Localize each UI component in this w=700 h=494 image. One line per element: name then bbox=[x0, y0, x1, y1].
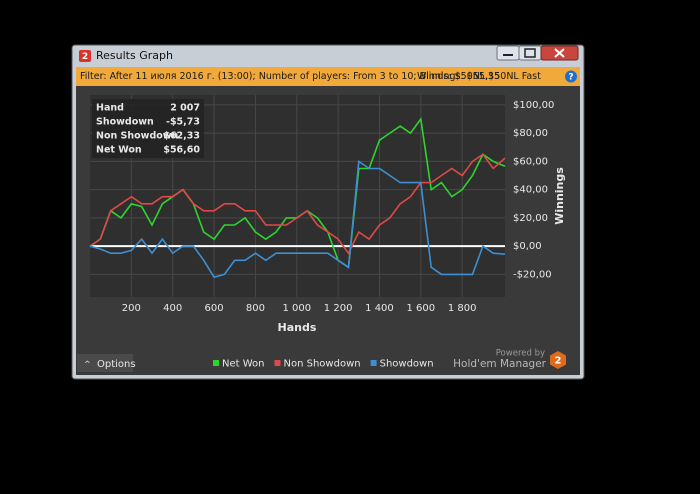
logo-text: 2 bbox=[555, 356, 562, 367]
y-tick-label: $0,00 bbox=[513, 241, 542, 252]
tooltip-rows: Hand 2 007 Showdown -$5,73 Non Showdown$62,3… bbox=[96, 103, 200, 156]
tooltip-value: $62,33 bbox=[163, 131, 200, 142]
x-tick-label: 1 800 bbox=[448, 303, 477, 314]
x-axis-label: Hands bbox=[278, 321, 317, 334]
filter-bar bbox=[76, 67, 580, 86]
y-tick-label: $100,00 bbox=[513, 100, 554, 111]
y-axis-label: Winnings bbox=[553, 167, 566, 225]
x-tick-label: 1 000 bbox=[282, 303, 311, 314]
x-tick-label: 800 bbox=[246, 303, 265, 314]
help-button[interactable] bbox=[565, 70, 577, 83]
y-tick-label: $40,00 bbox=[513, 185, 548, 196]
legend-swatch bbox=[213, 360, 219, 366]
x-tick-label: 600 bbox=[205, 303, 224, 314]
options-caret: ^ bbox=[84, 360, 91, 369]
tooltip-label: Net Won bbox=[96, 145, 142, 156]
legend-label: Net Won bbox=[222, 359, 265, 370]
series-line bbox=[89, 159, 506, 279]
filter-text: Filter: After 11 июля 2016 г. (13:00); N… bbox=[80, 71, 541, 82]
options-button[interactable] bbox=[77, 354, 133, 372]
tooltip-label: Hand bbox=[96, 103, 124, 114]
x-tick-label: 1 200 bbox=[324, 303, 353, 314]
powered-by: Powered by bbox=[496, 349, 545, 359]
x-tick-label: 400 bbox=[163, 303, 182, 314]
legend-swatch bbox=[370, 360, 377, 366]
product-name: Hold'em Manager bbox=[453, 358, 547, 370]
legend-label: Non Showdown bbox=[284, 359, 361, 370]
maximize-button[interactable] bbox=[518, 45, 542, 61]
y-tick-label: -$20,00 bbox=[513, 269, 552, 280]
series-line bbox=[89, 153, 506, 255]
x-tick-label: 200 bbox=[122, 303, 141, 314]
minimize-button[interactable] bbox=[496, 45, 520, 61]
app-icon bbox=[79, 50, 91, 62]
x-tick-label: 1 600 bbox=[407, 303, 436, 314]
y-tick-label: $20,00 bbox=[513, 213, 548, 224]
app-icon-text: 2 bbox=[82, 52, 88, 62]
legend-label: Showdown bbox=[380, 359, 434, 370]
legend: Net Won Non Showdown Showdown bbox=[213, 359, 434, 370]
logo bbox=[550, 351, 566, 369]
filter-winnings: Winnings: $55,35 bbox=[417, 71, 500, 82]
x-tick-label: 1 400 bbox=[365, 303, 394, 314]
tooltip bbox=[92, 99, 204, 158]
legend-swatch bbox=[274, 360, 281, 366]
chart: -$20,00 $0,00 $20,00 $40,00 $60,00 $80,00 $100… bbox=[89, 95, 554, 314]
tooltip-label: Showdown bbox=[96, 117, 154, 128]
help-text: ? bbox=[568, 73, 573, 83]
options-text: Options bbox=[97, 359, 136, 370]
y-tick-label: $80,00 bbox=[513, 128, 548, 139]
tooltip-value: -$5,73 bbox=[166, 117, 200, 128]
y-tick-label: $60,00 bbox=[513, 156, 548, 167]
window-title: Results Graph bbox=[96, 49, 173, 62]
tooltip-label: Non Showdown bbox=[96, 131, 179, 142]
tooltip-value: $56,60 bbox=[163, 145, 200, 156]
tooltip-value: 2 007 bbox=[170, 103, 200, 114]
